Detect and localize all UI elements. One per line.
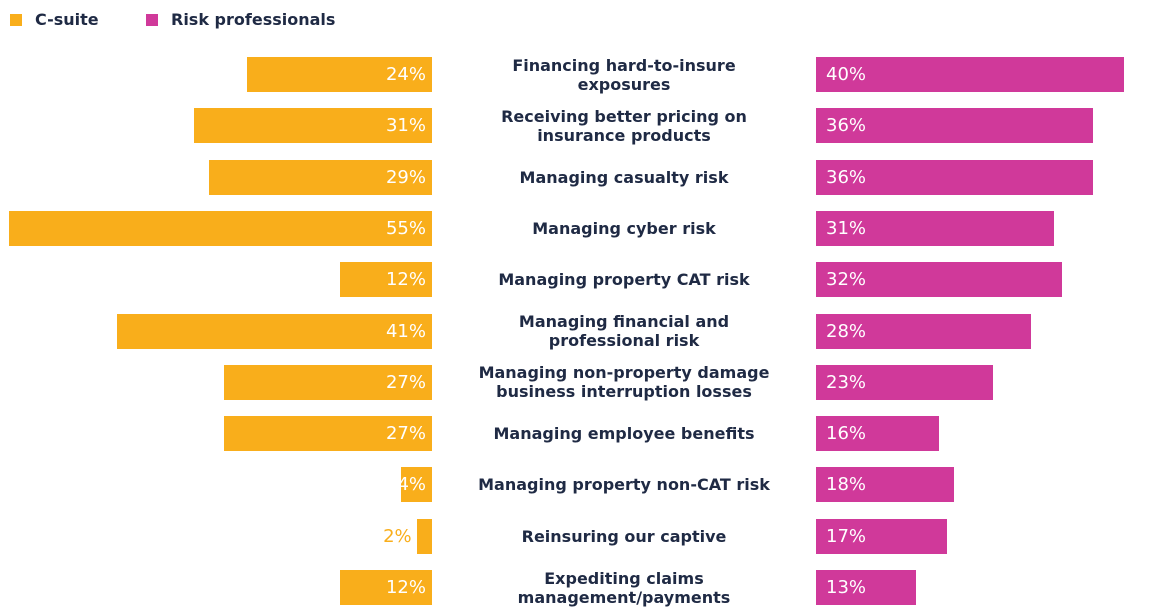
bar	[816, 364, 993, 400]
bar	[816, 467, 955, 503]
bar	[9, 210, 432, 246]
category-label: Expediting claims management/payments	[517, 568, 731, 607]
bar	[247, 57, 432, 92]
category-label: Managing property non-CAT risk	[478, 475, 770, 495]
value-label: 24%	[385, 64, 426, 85]
bar	[816, 57, 1124, 92]
value-label: 4%	[397, 474, 426, 496]
legend-swatch	[146, 13, 158, 26]
bar	[193, 108, 432, 144]
value-label: 28%	[826, 320, 867, 342]
bar	[116, 313, 432, 349]
value-label: 31%	[385, 115, 426, 137]
bar	[816, 262, 1063, 298]
bar	[816, 518, 947, 554]
category-label: Managing financial and professional risk	[518, 312, 730, 350]
legend-label: Risk professionals	[171, 10, 336, 29]
value-label: 31%	[826, 217, 867, 239]
category-label: Managing employee benefits	[493, 424, 755, 444]
category-label: Managing casualty risk	[519, 167, 729, 187]
bar	[816, 159, 1093, 195]
value-label: 55%	[385, 217, 426, 239]
value-label: 13%	[826, 577, 867, 598]
category-label: Reinsuring our captive	[521, 526, 727, 546]
value-label: 40%	[826, 64, 867, 85]
value-label: 36%	[826, 166, 867, 188]
category-label: Receiving better pricing on insurance pr…	[501, 106, 747, 145]
category-label: Managing non-property damage business in…	[478, 363, 770, 402]
category-label: Managing cyber risk	[532, 218, 716, 238]
value-label: 18%	[826, 474, 867, 496]
value-label: 36%	[826, 115, 867, 137]
bar	[816, 210, 1055, 246]
value-label: 12%	[385, 577, 426, 598]
bar	[816, 108, 1093, 144]
value-label: 23%	[826, 371, 867, 393]
legend-swatch	[10, 13, 22, 26]
bar	[816, 570, 916, 605]
value-label: 41%	[385, 320, 426, 342]
value-label: 12%	[385, 269, 426, 291]
bar	[816, 416, 940, 452]
bar	[401, 467, 432, 503]
category-label: Managing property CAT risk	[498, 270, 750, 290]
bar	[224, 364, 432, 400]
value-label: 32%	[826, 269, 867, 291]
bar	[339, 262, 432, 298]
value-label: 27%	[385, 423, 426, 445]
legend-item: C-suite	[10, 10, 99, 29]
legend-label: C-suite	[35, 10, 99, 29]
value-label: 27%	[385, 371, 426, 393]
value-label: 16%	[826, 423, 867, 445]
bar	[208, 159, 432, 195]
bar	[416, 518, 432, 554]
legend-item: Risk professionals	[146, 10, 335, 29]
bar	[816, 313, 1032, 349]
category-label: Financing hard-to-insure exposures	[512, 55, 736, 94]
bar	[224, 416, 432, 452]
value-label: 29%	[385, 166, 426, 188]
value-label: 2%	[383, 525, 412, 547]
value-label: 17%	[826, 525, 867, 547]
bar	[339, 570, 432, 605]
